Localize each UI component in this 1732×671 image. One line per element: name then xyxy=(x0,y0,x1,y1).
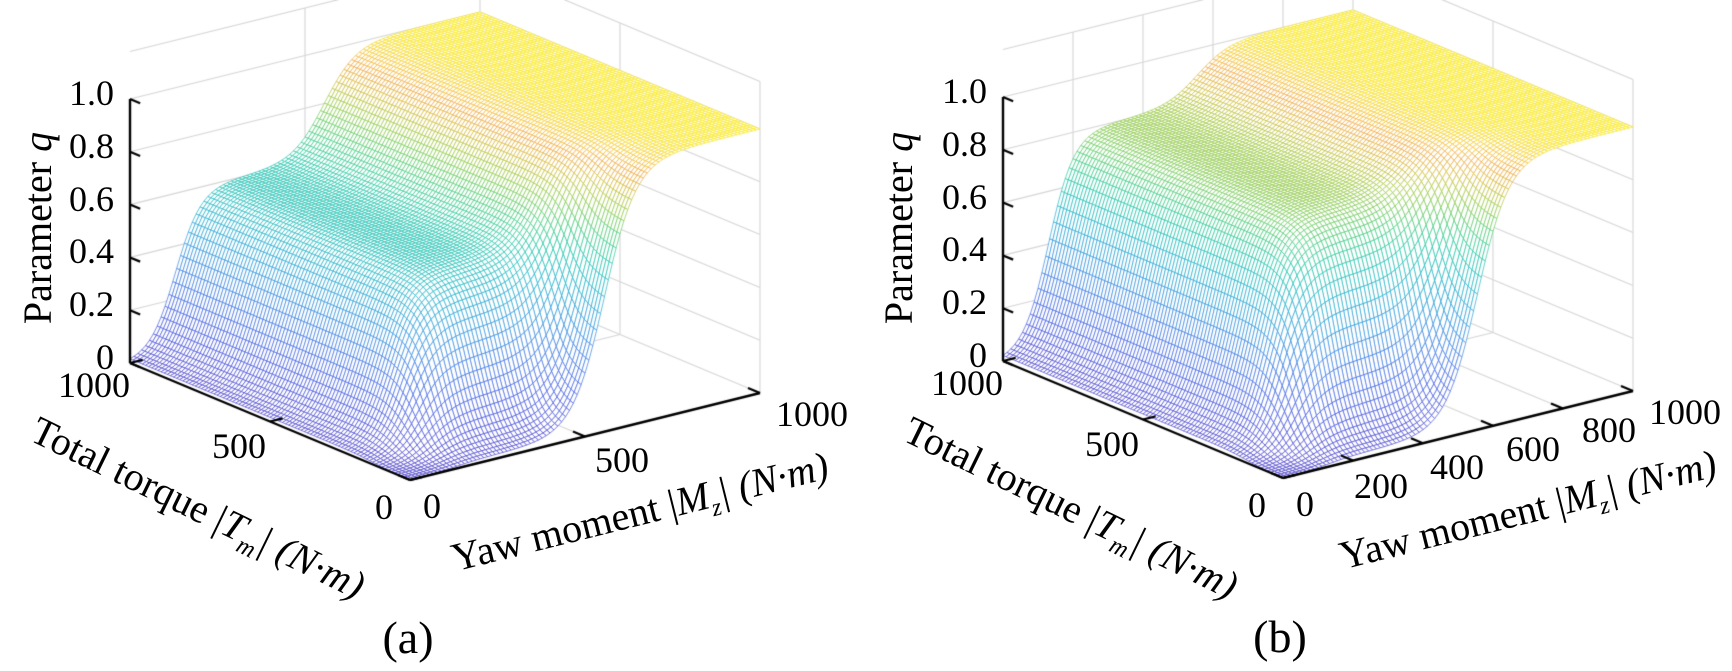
x-tick-label: 400 xyxy=(1430,447,1484,488)
z-tick-label: 0.6 xyxy=(69,178,114,219)
panel-caption-a: (a) xyxy=(382,612,434,663)
z-axis-label-b: Parameter q xyxy=(876,131,921,325)
z-tick-label: 0 xyxy=(96,337,114,377)
y-tick-label: 0 xyxy=(375,487,393,527)
z-tick-label: 0 xyxy=(969,335,987,375)
x-tick-label: 200 xyxy=(1354,465,1408,506)
z-tick-label: 1.0 xyxy=(942,71,987,111)
y-tick-label: 500 xyxy=(1085,424,1139,464)
y-tick-label: 1000 xyxy=(931,363,1003,403)
panel-caption-b: (b) xyxy=(1253,611,1307,662)
x-tick-label: 600 xyxy=(1506,428,1560,469)
z-tick-label: 0.4 xyxy=(942,229,987,270)
z-tick-label: 0.6 xyxy=(942,176,987,217)
z-tick-label: 0.4 xyxy=(69,231,114,272)
y-tick-label: 500 xyxy=(212,426,266,466)
z-tick-label: 0.2 xyxy=(942,282,987,323)
x-tick-label: 1000 xyxy=(776,394,848,434)
x-tick-label: 500 xyxy=(595,440,649,480)
z-tick-label: 0.2 xyxy=(69,284,114,325)
x-tick-label: 0 xyxy=(1296,484,1314,524)
z-tick-label: 1.0 xyxy=(69,73,114,113)
y-tick-label: 0 xyxy=(1248,485,1266,525)
x-tick-label: 0 xyxy=(423,486,441,526)
z-axis-label-a: Parameter q xyxy=(15,131,60,325)
y-tick-label: 1000 xyxy=(58,365,130,405)
x-tick-label: 800 xyxy=(1582,410,1636,451)
x-tick-label: 1000 xyxy=(1649,392,1721,432)
z-tick-label: 0.8 xyxy=(942,123,987,164)
z-tick-label: 0.8 xyxy=(69,125,114,166)
